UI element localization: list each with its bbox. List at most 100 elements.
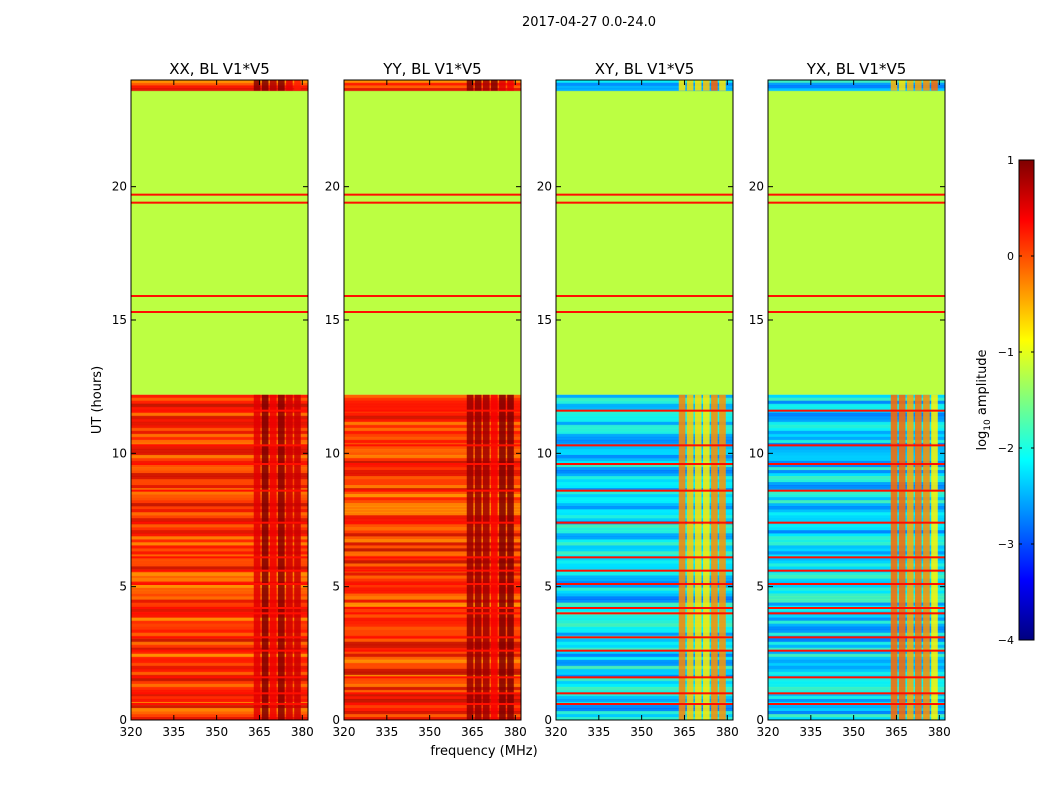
heatmap-cell-row (556, 439, 733, 444)
heatmap-cell-row (556, 608, 733, 613)
heatmap-flag-line (768, 692, 945, 695)
heatmap-cell-row (131, 716, 308, 721)
heatmap-cell-row (131, 692, 308, 697)
heatmap-cell-row (768, 560, 945, 564)
heatmap-cell-row (344, 566, 521, 570)
y-tick-label: 0 (332, 713, 340, 727)
heatmap-cell-row (768, 593, 945, 597)
panel-title: XX, BL V1*V5 (169, 60, 270, 78)
y-tick-label: 0 (756, 713, 764, 727)
heatmap-cell-row (768, 557, 945, 561)
heatmap-cell-row (344, 479, 521, 483)
heatmap-flag-line (556, 676, 733, 679)
heatmap-cell-row (768, 476, 945, 480)
heatmap-flag-line (131, 676, 308, 679)
x-tick-label: 365 (461, 725, 484, 739)
heatmap-cell-row (768, 689, 945, 694)
heatmap-cell-row (131, 394, 308, 399)
heatmap-flag-line (131, 703, 308, 705)
heatmap-cell-row (344, 469, 521, 474)
heatmap-cell-row (768, 439, 945, 444)
heatmap-cell-row (556, 397, 733, 402)
heatmap-cell-row (131, 647, 308, 652)
heatmap-cell-row (131, 494, 308, 498)
heatmap-cell-row (131, 572, 308, 576)
heatmap-cell-row (131, 626, 308, 631)
heatmap-cell-row (131, 599, 308, 604)
heatmap-cell-row (556, 88, 733, 92)
heatmap-cell-row (768, 394, 945, 399)
heatmap-cell-row (556, 596, 733, 601)
heatmap-cell-row (344, 650, 521, 655)
figure-suptitle: 2017-04-27 0.0-24.0 (522, 15, 656, 30)
heatmap-cell-row (344, 692, 521, 697)
y-tick-label: 5 (119, 580, 127, 594)
heatmap-cell-row (344, 503, 521, 507)
colorbar: 10−1−2−3−4 log10 amplitude (975, 154, 1035, 647)
heatmap-cell-row (556, 695, 733, 700)
heatmap-band-column (694, 80, 702, 91)
plot-frame (130, 79, 309, 721)
heatmap-cell-row (344, 394, 521, 399)
heatmap-cell-row (556, 403, 733, 408)
heatmap-cell-row (131, 575, 308, 579)
heatmap-flag-line (344, 201, 521, 204)
heatmap-cell-row (556, 542, 733, 546)
heatmap-flag-line (556, 703, 733, 705)
colorbar-tick-label: 0 (1007, 250, 1014, 263)
y-tick-label: 15 (749, 313, 764, 327)
heatmap-cell-row (131, 608, 308, 613)
heatmap-cell-row (556, 539, 733, 543)
heatmap-cell-row (768, 457, 945, 462)
heatmap-cell-row (131, 596, 308, 601)
heatmap-cell-row (131, 653, 308, 658)
heatmap-cell-row (131, 602, 308, 607)
heatmap-cell-row (344, 400, 521, 405)
heatmap-cell-row (344, 88, 521, 92)
heatmap-cell-row (768, 515, 945, 519)
heatmap-flag-line (768, 649, 945, 652)
heatmap-cell-row (344, 542, 521, 546)
heatmap-cell-row (344, 590, 521, 594)
heatmap-flag-line (768, 607, 945, 609)
y-tick-label: 10 (749, 446, 764, 460)
heatmap-band-column (923, 80, 930, 91)
heatmap-cell-row (131, 587, 308, 591)
heatmap-band-column (898, 80, 906, 91)
heatmap-cell-row (556, 421, 733, 426)
plot-frame (555, 79, 734, 721)
heatmap-cell-row (344, 436, 521, 441)
heatmap-cell-row (556, 415, 733, 420)
heatmap-cell-row (344, 412, 521, 417)
heatmap-cell-row (344, 482, 521, 486)
heatmap-cell-row (556, 668, 733, 673)
heatmap-cell-row (344, 656, 521, 661)
heatmap-cell-row (131, 506, 308, 510)
heatmap-cell-row (131, 617, 308, 622)
heatmap-flag-line (131, 193, 308, 196)
heatmap-cell-row (556, 394, 733, 399)
heatmap-cell-row (131, 665, 308, 670)
heatmap-cell-row (131, 533, 308, 537)
heatmap-cell-row (556, 406, 733, 411)
heatmap-cell-row (131, 466, 308, 471)
heatmap-cell-row (556, 466, 733, 471)
heatmap-cell-row (344, 602, 521, 607)
colorbar-ticks: 1 0 −1 −2 −3 −4 (998, 154, 1034, 647)
heatmap-cell-row (344, 638, 521, 643)
heatmap-cell-row (344, 515, 521, 519)
heatmap-panel: YX, BL V1*V5 320 335 350 365 380 0 5 10 15 20 (749, 60, 951, 739)
heatmap-cell-row (344, 587, 521, 591)
heatmap-cell-row (768, 641, 945, 646)
heatmap-cell-row (344, 82, 521, 86)
heatmap-cell-row (344, 406, 521, 411)
heatmap-cell-row (131, 509, 308, 513)
heatmap-cell-row (768, 671, 945, 676)
heatmap-cell-row (131, 503, 308, 507)
heatmap-cell-row (556, 457, 733, 462)
heatmap-cell-row (556, 469, 733, 474)
heatmap-cell-row (344, 683, 521, 688)
heatmap-flag-line (768, 444, 945, 447)
heatmap-flag-line (131, 607, 308, 609)
